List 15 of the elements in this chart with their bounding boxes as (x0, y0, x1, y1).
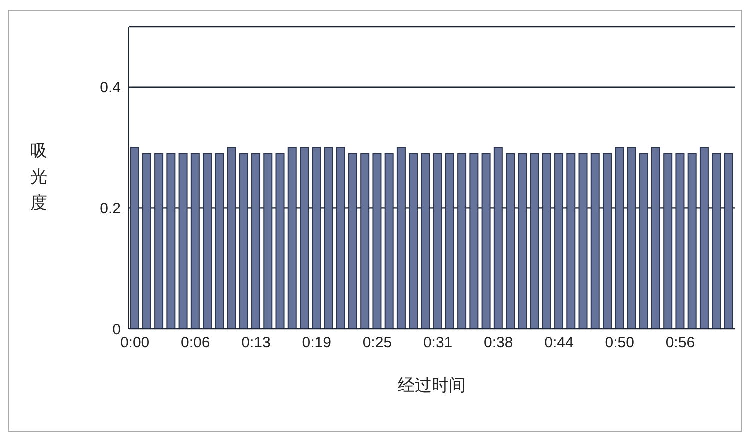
x-tick-label: 0:19 (302, 334, 332, 352)
y-tick-label: 0.2 (100, 200, 121, 218)
x-tick-label: 0:56 (666, 334, 696, 352)
x-tick-label: 0:25 (362, 334, 392, 352)
y-tick-label: 0 (112, 321, 121, 338)
x-axis-title: 经过时间 (398, 376, 466, 396)
x-tick-label: 0:13 (242, 334, 271, 352)
x-tick-label: 0:44 (544, 334, 574, 352)
y-tick-label: 0.4 (100, 80, 121, 97)
x-tick-label: 0:31 (423, 334, 453, 352)
x-tick-label: 0:50 (605, 334, 634, 352)
x-tick-label: 0:06 (181, 334, 210, 352)
x-tick-label: 0:38 (484, 334, 514, 352)
y-axis-title: 吸光度 (30, 142, 48, 214)
x-tick-label: 0:00 (120, 334, 150, 352)
